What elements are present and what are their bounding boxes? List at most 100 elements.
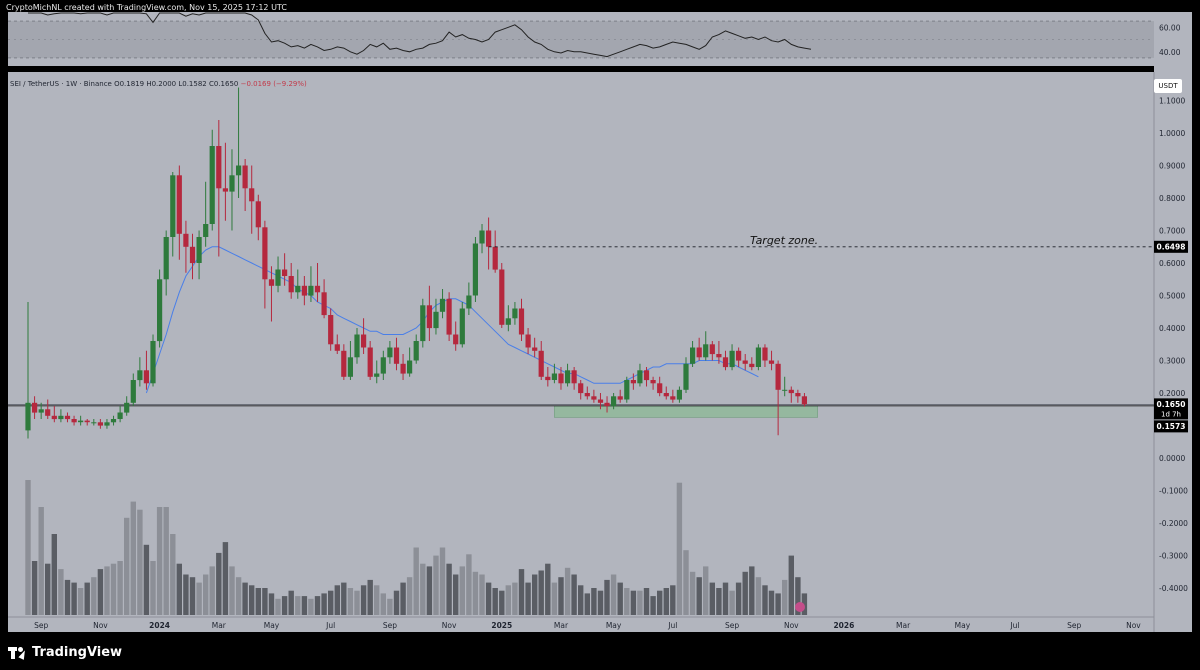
- time-tick-label: 2025: [491, 621, 512, 630]
- volume-bar: [163, 507, 169, 615]
- candle: [117, 406, 123, 423]
- candle: [604, 396, 610, 413]
- candle-body: [308, 285, 314, 296]
- volume-bar: [525, 582, 531, 615]
- candle: [242, 159, 248, 211]
- price-tick-label: 0.4000: [1159, 324, 1185, 333]
- candle: [439, 289, 446, 319]
- volume-bar: [196, 582, 202, 615]
- price-tick-label: 0.3000: [1159, 357, 1185, 366]
- candle: [295, 269, 301, 299]
- candle-body: [45, 409, 51, 416]
- candle-body: [262, 227, 268, 280]
- time-tick-label: Mar: [554, 621, 569, 630]
- time-axis[interactable]: Sep Nov 2024 Mar May Jul Sep Nov 2025 Mar May Jul Se…: [34, 621, 1141, 630]
- moving-average: [145, 246, 759, 394]
- candle: [472, 237, 478, 302]
- price-tick-label: -0.3000: [1159, 552, 1188, 561]
- brand-name: TradingView: [32, 645, 123, 660]
- candle-body: [124, 402, 130, 413]
- volume-bar: [558, 577, 564, 615]
- time-tick-label: Jul: [667, 621, 677, 630]
- candle: [584, 386, 590, 400]
- candle-body: [361, 334, 367, 348]
- candle-body: [97, 422, 103, 426]
- candle-body: [321, 292, 327, 316]
- volume-bar: [801, 593, 808, 615]
- candle-body: [617, 396, 623, 400]
- time-tick-label: May: [955, 621, 971, 630]
- candle: [782, 376, 788, 397]
- candle: [110, 415, 117, 426]
- candle: [696, 337, 702, 361]
- legend-symbol[interactable]: SEI / TetherUS · 1W · Binance: [10, 80, 112, 88]
- candle: [387, 341, 393, 364]
- candle-body: [670, 396, 676, 400]
- volume-bar: [518, 569, 525, 615]
- candle-body: [110, 419, 117, 423]
- candle-body: [84, 420, 90, 423]
- currency-button[interactable]: USDT: [1154, 79, 1182, 93]
- volume-bar: [393, 590, 400, 615]
- candle: [341, 344, 347, 380]
- candle-body: [696, 347, 702, 358]
- volume-bar: [643, 588, 650, 615]
- candle: [196, 230, 202, 280]
- candle: [380, 350, 386, 380]
- candle: [742, 354, 748, 371]
- candle-body: [393, 347, 400, 364]
- candle-body: [222, 188, 228, 192]
- candle-body: [584, 393, 590, 397]
- candle-body: [505, 318, 511, 325]
- candle-body: [749, 363, 755, 368]
- candle: [374, 360, 380, 384]
- time-tick-label: Jul: [325, 621, 335, 630]
- volume-bar: [354, 590, 360, 615]
- candle-body: [91, 422, 97, 424]
- volume-bar: [663, 588, 669, 615]
- price-tick-label: 0.7000: [1159, 227, 1185, 236]
- volume-bar: [775, 593, 781, 615]
- candle-body: [301, 285, 307, 296]
- volume-bar: [143, 544, 150, 615]
- candle-body: [532, 347, 538, 351]
- candle: [209, 129, 215, 231]
- candle-body: [545, 376, 551, 381]
- candle: [236, 87, 242, 198]
- time-tick-label: Nov: [784, 621, 799, 630]
- candle-body: [551, 373, 557, 380]
- candle: [650, 376, 656, 390]
- candle: [393, 337, 400, 371]
- candle-body: [78, 420, 84, 423]
- volume-bar: [150, 561, 156, 615]
- volume-bar: [433, 555, 439, 615]
- time-tick-label: 2026: [833, 621, 854, 630]
- candle-body: [380, 357, 386, 374]
- tradingview-logo[interactable]: TradingView: [8, 645, 122, 660]
- price-tick-label: 1.1000: [1159, 97, 1185, 106]
- candle: [591, 389, 597, 403]
- volume-bar: [466, 554, 472, 616]
- volume-bar: [782, 579, 788, 615]
- candle-body: [637, 370, 643, 384]
- legend-close: C0.1650: [208, 80, 239, 88]
- legend-change: −0.0169 (−9.29%): [240, 80, 307, 88]
- candle: [150, 334, 156, 387]
- candle: [347, 341, 353, 380]
- candle-body: [341, 350, 347, 377]
- candle: [492, 230, 498, 273]
- candle: [499, 263, 505, 328]
- candle-body: [268, 279, 275, 286]
- candle: [51, 406, 57, 423]
- candle: [413, 334, 419, 364]
- volume-bar: [58, 569, 64, 615]
- notes-icon[interactable]: [795, 602, 805, 612]
- time-tick-label: Jul: [1009, 621, 1019, 630]
- price-axis[interactable]: 1.1000 1.0000 0.9000 0.8000 0.7000 0.6000 0.50…: [1159, 97, 1188, 594]
- candle: [407, 347, 413, 377]
- candle: [788, 386, 794, 403]
- candle: [124, 396, 130, 416]
- ma-line: [145, 246, 759, 394]
- tradingview-logo-icon: [8, 646, 28, 660]
- candle-body: [426, 305, 432, 329]
